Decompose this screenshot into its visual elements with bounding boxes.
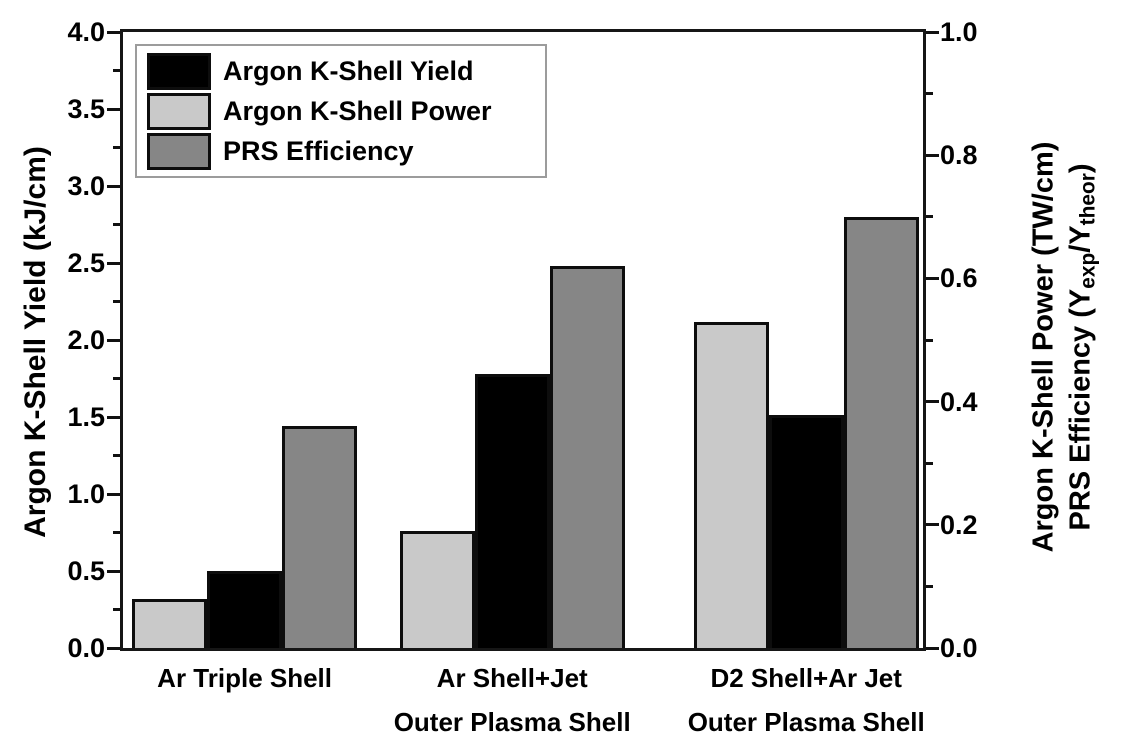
bar-argon-k-shell-yield-1 [207,571,283,648]
left-axis-tick-label: 2.5 [67,248,105,278]
right-axis-title: Argon K-Shell Power (TW/cm) PRS Efficien… [1026,142,1107,553]
left-axis-tick-label: 0.5 [67,556,105,586]
category-label-line1: Ar Shell+Jet [436,663,588,693]
legend-item-yield: Argon K-Shell Yield [147,51,535,91]
left-axis-major-tick [107,415,120,419]
left-axis-major-tick [107,646,120,650]
left-axis-major-tick [107,107,120,111]
left-axis-minor-tick [113,454,120,457]
left-axis-minor-tick [113,377,120,380]
right-axis-minor-tick [926,215,933,219]
right-axis-minor-tick [926,461,933,465]
left-axis-major-tick [107,261,120,265]
right-axis-minor-tick [926,338,933,342]
left-axis-major-tick [107,569,120,573]
left-axis-minor-tick [113,608,120,611]
left-axis-major-tick [107,184,120,188]
right-axis-title-line1: Argon K-Shell Power (TW/cm) [1027,141,1060,553]
left-axis-minor-tick [113,531,120,534]
left-axis-tick-label: 3.5 [67,94,105,124]
left-axis-tick-label: 3.0 [67,171,105,201]
legend-swatch-efficiency [147,132,211,170]
plot-area: Argon K-Shell Yield Argon K-Shell Power … [67,17,977,737]
left-axis-minor-tick [113,146,120,149]
legend-item-efficiency: PRS Efficiency [147,131,535,171]
right-axis-title-line2: PRS Efficiency (Yexp/Ytheor) [1064,163,1100,531]
legend-label-power: Argon K-Shell Power [223,96,492,126]
right-axis-tick-label: 0.2 [940,509,978,540]
legend-item-power: Argon K-Shell Power [147,91,535,131]
right-axis-minor-tick [926,92,933,96]
category-label-line1: D2 Shell+Ar Jet [710,663,902,693]
right-axis-major-tick [926,153,939,157]
left-axis-minor-tick [113,300,120,303]
left-axis-tick-label: 4.0 [67,17,105,47]
bar-argon-k-shell-yield-3 [768,415,844,648]
left-axis-major-tick [107,338,120,342]
left-axis-tick-label: 0.0 [67,633,105,663]
right-axis-tick-label: 0.0 [940,633,978,663]
left-axis-major-tick [107,492,120,496]
right-axis-major-tick [926,400,939,404]
left-axis-tick-label: 1.0 [67,479,105,509]
legend-swatch-yield [147,52,211,90]
bar-prs-efficiency-3 [843,216,919,648]
legend: Argon K-Shell Yield Argon K-Shell Power … [135,44,547,178]
right-axis-major-tick [926,646,939,650]
bar-prs-efficiency-2 [549,266,625,648]
right-axis-tick-label: 0.6 [940,263,978,294]
left-axis-minor-tick [113,223,120,226]
left-axis-tick-label: 1.5 [67,402,105,432]
bar-argon-k-shell-power-2 [399,530,475,648]
bar-argon-k-shell-yield-2 [474,373,550,648]
bar-argon-k-shell-power-1 [132,598,208,648]
category-label-line2: Outer Plasma Shell [393,707,631,737]
category-label-line2: Outer Plasma Shell [687,707,925,737]
bar-prs-efficiency-1 [282,426,358,648]
category-label-line1: Ar Triple Shell [157,663,333,693]
right-axis-major-tick [926,30,939,34]
legend-swatch-power [147,92,211,130]
bar-argon-k-shell-power-3 [693,321,769,648]
right-axis-tick-label: 1.0 [940,17,978,47]
legend-label-efficiency: PRS Efficiency [223,136,414,166]
right-axis-major-tick [926,276,939,280]
right-axis-tick-label: 0.4 [940,386,978,417]
legend-label-yield: Argon K-Shell Yield [223,56,474,86]
left-axis-major-tick [107,30,120,34]
right-axis-tick-label: 0.8 [940,140,978,171]
left-axis-minor-tick [113,69,120,72]
left-axis-tick-label: 2.0 [67,325,105,355]
right-axis-major-tick [926,523,939,527]
right-axis-minor-tick [926,584,933,588]
